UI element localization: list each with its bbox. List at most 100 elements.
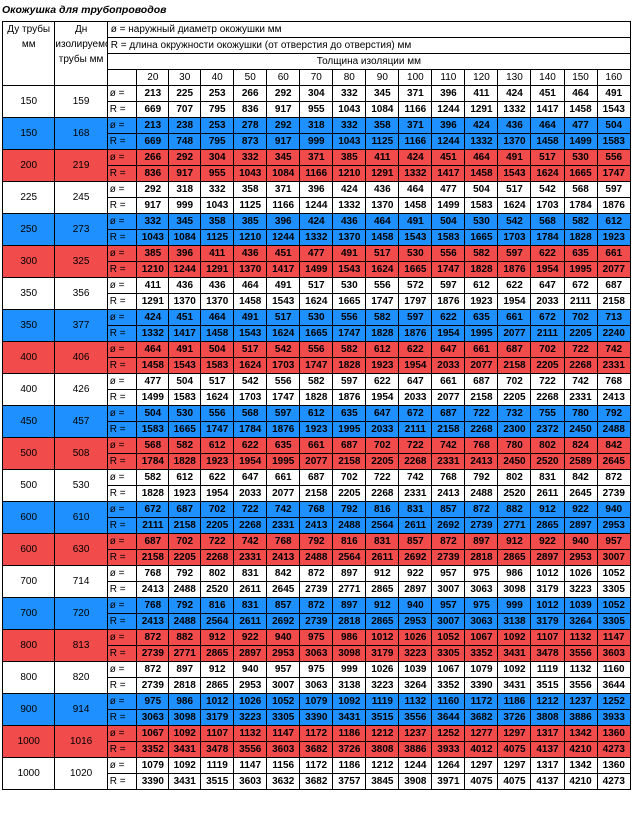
- du-cell: 150: [1, 117, 56, 150]
- du-cell: 600: [1, 533, 56, 566]
- circumference-value: 2488: [332, 517, 367, 534]
- diameter-value: 1160: [596, 661, 632, 678]
- circumference-value: 1543: [398, 229, 433, 246]
- dn-cell: 530: [54, 469, 108, 502]
- circumference-value: 1747: [431, 261, 466, 278]
- diameter-value: 1186: [332, 725, 367, 742]
- diameter-value: 1297: [497, 725, 532, 742]
- diameter-value: 975: [299, 661, 334, 678]
- diameter-value: 582: [299, 373, 334, 390]
- circumference-value: 3098: [497, 581, 532, 598]
- diameter-value: 1067: [136, 725, 170, 742]
- diameter-value: 816: [200, 597, 235, 614]
- circumference-value: 1458: [530, 133, 565, 150]
- circumference-value: 1747: [266, 389, 301, 406]
- circumference-value: 2268: [563, 357, 598, 374]
- diameter-value: 831: [530, 469, 565, 486]
- circumference-value: 1332: [398, 165, 433, 182]
- diameter-value: 1237: [398, 725, 433, 742]
- r-prefix: R =: [106, 421, 138, 438]
- circumference-value: 3138: [332, 677, 367, 694]
- circumference-value: 2372: [530, 421, 565, 438]
- diameter-value: 568: [530, 213, 565, 230]
- circumference-value: 1166: [398, 101, 433, 118]
- du-cell: 500: [1, 469, 56, 502]
- diameter-value: 491: [596, 85, 632, 102]
- du-cell: 600: [1, 501, 56, 534]
- circumference-value: 1923: [464, 293, 499, 310]
- circumference-value: 1043: [233, 165, 268, 182]
- diameter-value: 687: [431, 405, 466, 422]
- circumference-value: 1828: [168, 453, 202, 470]
- circumference-value: 2564: [200, 613, 235, 630]
- circumference-value: 2033: [530, 293, 565, 310]
- circumference-value: 3556: [398, 709, 433, 726]
- diameter-value: 802: [200, 565, 235, 582]
- diameter-value: 897: [168, 661, 202, 678]
- diameter-value: 957: [431, 565, 466, 582]
- circumference-value: 1458: [200, 325, 235, 342]
- circumference-value: 2739: [431, 549, 466, 566]
- circumference-value: 1210: [332, 165, 367, 182]
- diameter-value: 1360: [596, 757, 632, 774]
- circumference-value: 2268: [365, 485, 400, 502]
- circumference-value: 3556: [233, 741, 268, 758]
- diameter-value: 556: [332, 309, 367, 326]
- circumference-value: 3264: [398, 677, 433, 694]
- circumference-value: 3007: [596, 549, 632, 566]
- diameter-value: 912: [200, 661, 235, 678]
- circumference-value: 1784: [530, 229, 565, 246]
- circumference-value: 2205: [365, 453, 400, 470]
- circumference-value: 3431: [168, 741, 202, 758]
- circumference-value: 2818: [168, 677, 202, 694]
- circumference-value: 3644: [596, 677, 632, 694]
- circumference-value: 3556: [563, 645, 598, 662]
- diameter-value: 491: [266, 277, 301, 294]
- diameter-value: 722: [464, 405, 499, 422]
- circumference-value: 1084: [168, 229, 202, 246]
- diameter-value: 635: [563, 245, 598, 262]
- diameter-value: 345: [168, 213, 202, 230]
- circumference-value: 2692: [431, 517, 466, 534]
- diameter-value: 792: [332, 501, 367, 518]
- diameter-value: 780: [497, 437, 532, 454]
- circumference-value: 3179: [530, 613, 565, 630]
- dn-cell: 820: [54, 661, 108, 694]
- circumference-value: 1583: [431, 229, 466, 246]
- circumference-value: 1332: [497, 101, 532, 118]
- circumference-value: 3352: [136, 741, 170, 758]
- diameter-value: 872: [596, 469, 632, 486]
- diameter-value: 1252: [431, 725, 466, 742]
- diameter-value: 622: [200, 469, 235, 486]
- thickness-header-cell: 60: [266, 69, 301, 86]
- circumference-value: 1954: [530, 261, 565, 278]
- diameter-value: 424: [136, 309, 170, 326]
- circumference-value: 1458: [464, 165, 499, 182]
- circumference-value: 2488: [299, 549, 334, 566]
- circumference-value: 2111: [136, 517, 170, 534]
- diameter-value: 687: [168, 501, 202, 518]
- diameter-value: 940: [398, 597, 433, 614]
- diameter-value: 792: [464, 469, 499, 486]
- diameter-value: 722: [365, 469, 400, 486]
- circumference-value: 1995: [332, 421, 367, 438]
- diameter-value: 742: [266, 501, 301, 518]
- circumference-value: 2564: [332, 549, 367, 566]
- circumference-value: 1624: [497, 197, 532, 214]
- diameter-value: 582: [365, 309, 400, 326]
- circumference-value: 3431: [332, 709, 367, 726]
- table-row: R = 1828 1923 1954 2033 2077 2158 2205 2268 2331 2…: [3, 485, 632, 502]
- du-cell: 800: [1, 661, 56, 694]
- circumference-value: 1332: [136, 325, 170, 342]
- diameter-value: 792: [596, 405, 632, 422]
- circumference-value: 3305: [596, 613, 632, 630]
- diameter-value: 1079: [464, 661, 499, 678]
- thickness-header-cell: 40: [200, 69, 235, 86]
- r-prefix: R =: [106, 389, 138, 406]
- circumference-value: 3603: [233, 773, 268, 790]
- diameter-value: 635: [266, 437, 301, 454]
- diameter-value: 722: [530, 373, 565, 390]
- circumference-value: 2158: [431, 421, 466, 438]
- circumference-value: 1084: [266, 165, 301, 182]
- diameter-value: 612: [299, 405, 334, 422]
